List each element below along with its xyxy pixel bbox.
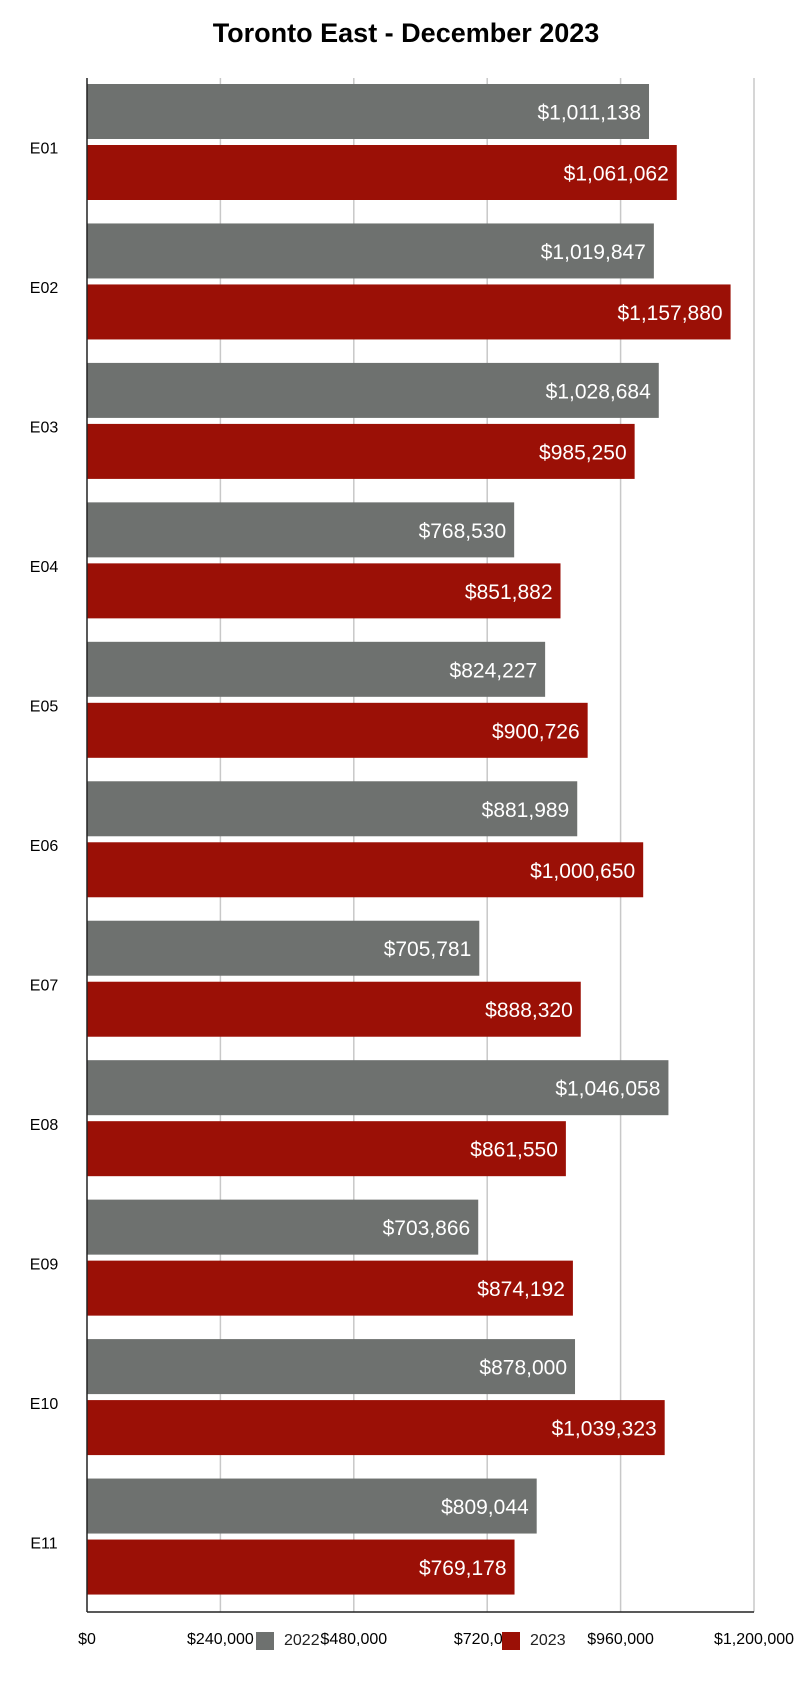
legend: 2022 2023	[0, 1632, 812, 1662]
bar-2022-E04	[87, 502, 515, 558]
x-tick-label: $480,000	[320, 1631, 387, 1648]
bar-2022-E03	[87, 362, 659, 418]
bar-2022-E06	[87, 781, 578, 837]
data-label-2022-E07: $705,781	[384, 938, 472, 961]
data-label-2023-E03: $985,250	[539, 441, 627, 464]
data-label-2022-E01: $1,011,138	[537, 102, 641, 125]
data-label-2022-E02: $1,019,847	[541, 241, 646, 264]
data-label-2023-E06: $1,000,650	[530, 860, 635, 883]
bar-2022-E01	[87, 84, 650, 139]
bar-2023-E04	[87, 563, 561, 619]
data-label-2022-E06: $881,989	[482, 799, 570, 822]
data-label-2022-E03: $1,028,684	[546, 380, 651, 403]
bar-2023-E02	[87, 284, 731, 340]
bar-2023-E10	[87, 1400, 665, 1456]
category-label: E04	[30, 559, 59, 576]
data-label-2022-E10: $878,000	[479, 1357, 567, 1380]
category-label: E05	[30, 699, 59, 716]
data-label-2023-E08: $861,550	[470, 1139, 558, 1162]
data-label-2023-E04: $851,882	[465, 581, 553, 604]
bar-2023-E01	[87, 145, 677, 200]
bar-2022-E02	[87, 223, 654, 279]
data-label-2022-E09: $703,866	[383, 1217, 471, 1240]
category-label: E09	[30, 1256, 59, 1273]
data-label-2022-E05: $824,227	[450, 659, 538, 682]
bar-2023-E06	[87, 842, 644, 898]
data-label-2023-E11: $769,178	[419, 1557, 507, 1580]
legend-item-2023: 2023	[502, 1632, 566, 1650]
data-label-2022-E08: $1,046,058	[555, 1078, 660, 1101]
bar-2023-E09	[87, 1260, 573, 1316]
category-label: E01	[30, 141, 59, 158]
bar-2022-E11	[87, 1478, 537, 1534]
bar-2022-E10	[87, 1339, 576, 1395]
category-label: E03	[30, 420, 59, 437]
data-label-2023-E02: $1,157,880	[617, 302, 722, 325]
chart-title: Toronto East - December 2023	[212, 18, 600, 48]
bar-2023-E03	[87, 423, 635, 479]
data-label-2023-E10: $1,039,323	[552, 1418, 657, 1441]
bar-2022-E05	[87, 641, 546, 697]
category-label: E07	[30, 977, 59, 994]
data-label-2022-E11: $809,044	[441, 1496, 529, 1519]
legend-item-2022: 2022	[256, 1632, 320, 1650]
bar-2022-E07	[87, 920, 480, 976]
bar-2022-E09	[87, 1199, 479, 1255]
bar-2023-E08	[87, 1121, 566, 1177]
x-tick-label: $240,000	[187, 1631, 254, 1648]
x-tick-label: $1,200,000	[714, 1631, 794, 1648]
bar-2023-E07	[87, 981, 581, 1037]
category-label: E06	[30, 838, 59, 855]
bar-2023-E05	[87, 702, 588, 758]
data-label-2023-E07: $888,320	[485, 999, 573, 1022]
legend-label-2023: 2023	[530, 1632, 566, 1649]
data-label-2023-E05: $900,726	[492, 720, 580, 743]
legend-swatch-2023	[502, 1632, 520, 1650]
bar-2023-E11	[87, 1539, 515, 1595]
x-tick-label: $0	[78, 1631, 96, 1648]
legend-label-2022: 2022	[284, 1632, 320, 1649]
x-tick-label: $960,000	[587, 1631, 654, 1648]
legend-swatch-2022	[256, 1632, 274, 1650]
bar-2022-E08	[87, 1060, 669, 1116]
category-label: E08	[30, 1117, 59, 1134]
category-label: E10	[30, 1396, 59, 1413]
data-label-2022-E04: $768,530	[419, 520, 507, 543]
category-label: E11	[30, 1535, 57, 1552]
data-label-2023-E09: $874,192	[477, 1278, 565, 1301]
data-label-2023-E01: $1,061,062	[564, 163, 669, 186]
category-label: E02	[30, 280, 59, 297]
